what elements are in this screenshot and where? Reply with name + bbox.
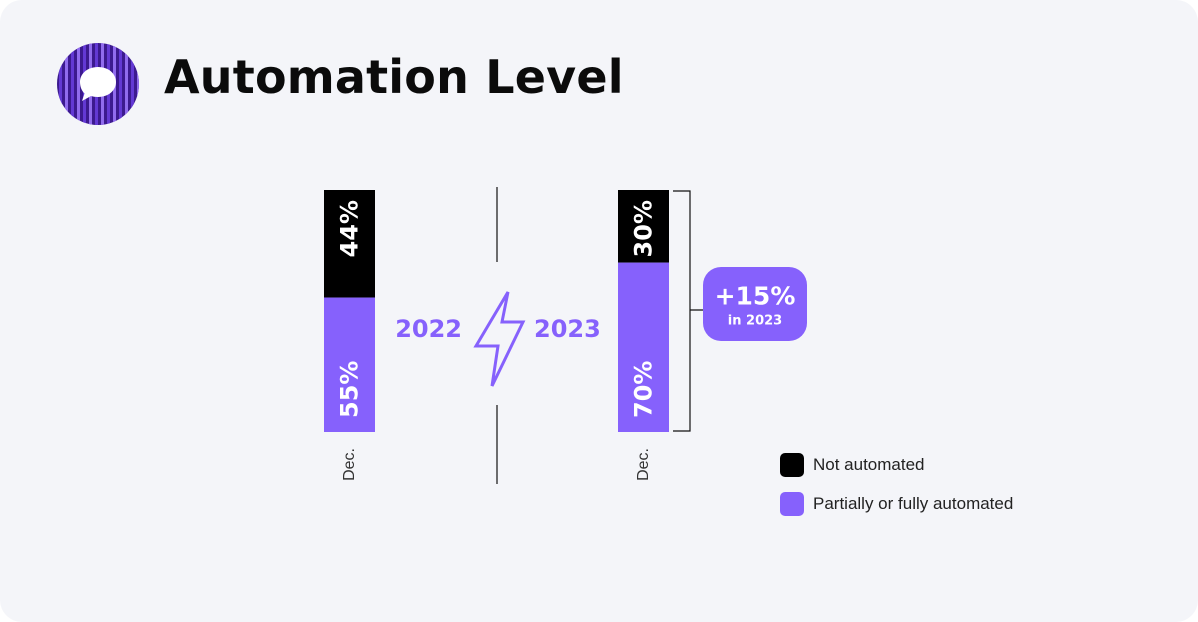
bracket-2023 [673, 190, 704, 432]
data-label-automated: 55% [336, 361, 364, 418]
data-label-not-automated: 44% [336, 200, 364, 257]
legend-item-not-automated: Not automated [780, 452, 1013, 478]
year-label-2022: 2022 [395, 315, 462, 343]
legend-label: Partially or fully automated [813, 494, 1014, 513]
data-label-automated: 70% [630, 361, 658, 418]
bar-segment-automated [618, 262, 669, 432]
data-label-not-automated: 30% [630, 200, 658, 257]
logo [57, 43, 139, 125]
bar-segment-not-automated [618, 190, 669, 263]
category-sublabel: Dec. [341, 448, 358, 481]
page-title: Automation Level [164, 50, 624, 104]
chart-legend: Not automated Partially or fully automat… [780, 452, 1013, 530]
year-label-2023: 2023 [534, 315, 601, 343]
bar-segment-not-automated [324, 190, 375, 298]
annotation-value: +15% [715, 282, 796, 311]
chat-bubble-icon [80, 67, 116, 101]
bar-segment-automated [324, 297, 375, 432]
annotation-pill [703, 267, 807, 341]
legend-item-automated: Partially or fully automated [780, 491, 1013, 517]
legend-label: Not automated [813, 455, 925, 474]
legend-swatch-automated [780, 492, 804, 516]
annotation-note: in 2023 [728, 314, 782, 329]
category-sublabel: Dec. [635, 448, 652, 481]
lightning-bolt-icon [473, 291, 526, 387]
legend-swatch-not-automated [780, 453, 804, 477]
